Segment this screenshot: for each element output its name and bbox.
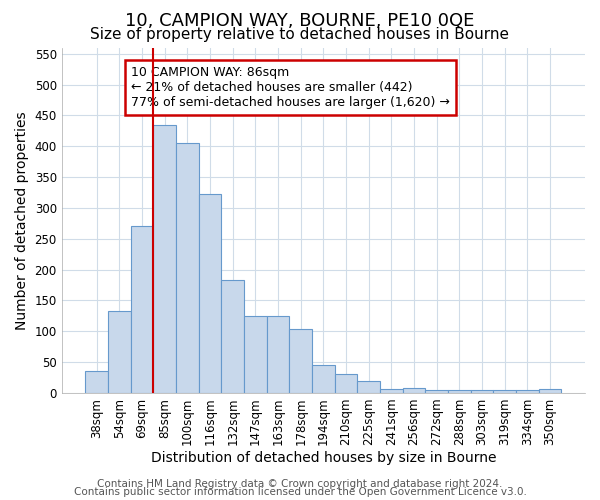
Y-axis label: Number of detached properties: Number of detached properties [15,111,29,330]
Bar [85,372,108,393]
Bar [448,390,470,393]
Text: 10, CAMPION WAY, BOURNE, PE10 0QE: 10, CAMPION WAY, BOURNE, PE10 0QE [125,12,475,30]
Bar [403,388,425,393]
Bar [539,390,561,393]
X-axis label: Distribution of detached houses by size in Bourne: Distribution of detached houses by size … [151,451,496,465]
Bar [470,390,493,393]
Bar [289,330,312,393]
Bar [108,311,131,393]
Bar [199,194,221,393]
Bar [493,390,516,393]
Bar [266,316,289,393]
Text: Contains public sector information licensed under the Open Government Licence v3: Contains public sector information licen… [74,487,526,497]
Bar [131,226,154,393]
Bar [221,280,244,393]
Text: Size of property relative to detached houses in Bourne: Size of property relative to detached ho… [91,28,509,42]
Bar [244,316,266,393]
Bar [312,364,335,393]
Bar [176,143,199,393]
Bar [516,390,539,393]
Text: 10 CAMPION WAY: 86sqm
← 21% of detached houses are smaller (442)
77% of semi-det: 10 CAMPION WAY: 86sqm ← 21% of detached … [131,66,449,109]
Text: Contains HM Land Registry data © Crown copyright and database right 2024.: Contains HM Land Registry data © Crown c… [97,479,503,489]
Bar [380,390,403,393]
Bar [358,380,380,393]
Bar [154,124,176,393]
Bar [425,390,448,393]
Bar [335,374,358,393]
